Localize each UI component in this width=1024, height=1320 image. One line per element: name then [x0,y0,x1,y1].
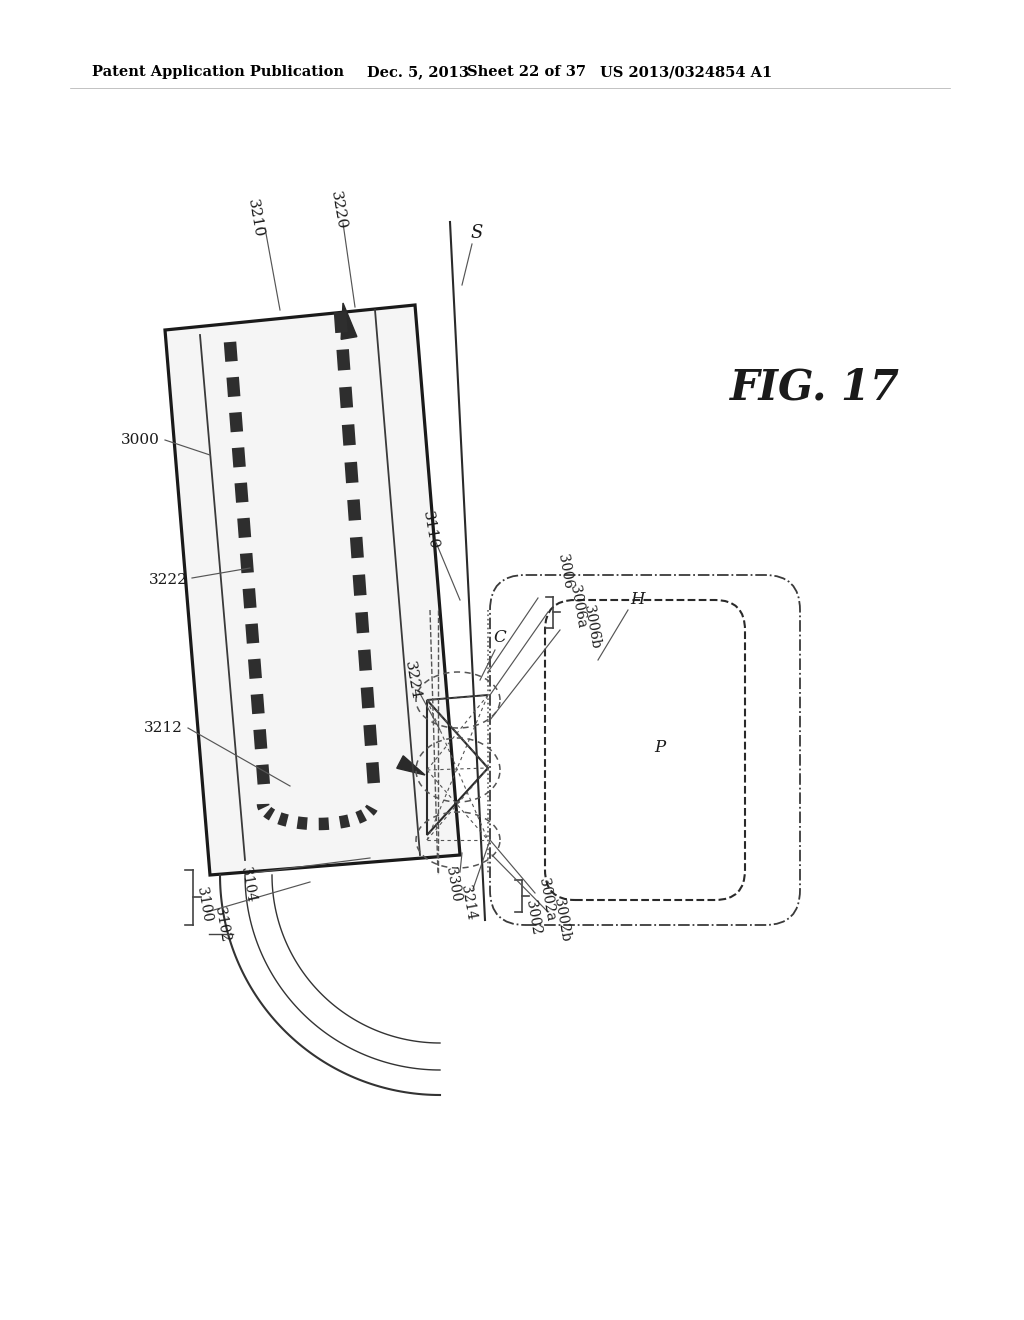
Text: 3214: 3214 [458,884,478,921]
Polygon shape [341,304,357,339]
Text: FIG. 17: FIG. 17 [730,367,900,409]
Text: 3220: 3220 [328,190,348,231]
Text: 3002: 3002 [523,899,543,936]
Text: 3110: 3110 [420,510,440,550]
Text: P: P [654,739,666,756]
Text: 3006a: 3006a [567,585,589,630]
Text: C: C [494,630,507,647]
Text: Patent Application Publication: Patent Application Publication [92,65,344,79]
Text: H: H [631,591,645,609]
Text: Sheet 22 of 37: Sheet 22 of 37 [467,65,586,79]
Text: Dec. 5, 2013: Dec. 5, 2013 [367,65,469,79]
Polygon shape [165,305,460,875]
Polygon shape [396,756,425,775]
Text: S: S [471,224,483,242]
Text: 3104: 3104 [238,866,258,904]
Text: 3210: 3210 [245,198,265,239]
Text: 3300: 3300 [443,866,463,903]
Text: 3222: 3222 [148,573,187,587]
Text: US 2013/0324854 A1: US 2013/0324854 A1 [600,65,772,79]
Text: 3100: 3100 [195,887,214,924]
Text: 3006b: 3006b [582,605,603,649]
Text: 3002b: 3002b [551,898,572,942]
Text: 3000: 3000 [121,433,160,447]
Text: 3002a: 3002a [537,878,558,923]
Text: 3102: 3102 [212,907,232,944]
Text: 3212: 3212 [143,721,182,735]
Text: 3006: 3006 [555,553,574,590]
Text: 3224: 3224 [401,660,422,701]
